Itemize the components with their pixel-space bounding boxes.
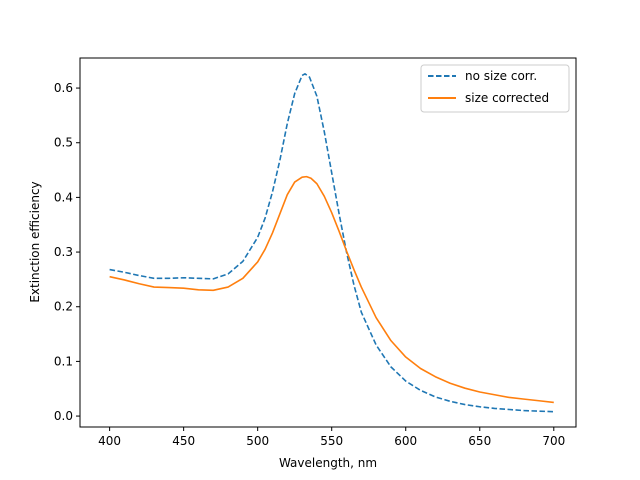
legend-label-no-size-corr: no size corr.	[465, 69, 537, 83]
y-tick-label: 0.3	[54, 245, 73, 259]
x-axis-ticks: 400 450 500 550 600 650 700	[98, 427, 565, 448]
x-tick-label: 450	[172, 434, 195, 448]
x-tick-label: 500	[246, 434, 269, 448]
series-line-1	[109, 175, 554, 404]
y-axis-ticks: 0.0 0.1 0.2 0.3 0.4 0.5 0.6	[54, 81, 80, 423]
y-tick-label: 0.2	[54, 300, 73, 314]
x-tick-label: 700	[542, 434, 565, 448]
x-tick-label: 550	[320, 434, 343, 448]
series-line-0	[109, 73, 554, 413]
y-tick-label: 0.5	[54, 136, 73, 150]
y-tick-label: 0.4	[54, 190, 73, 204]
y-tick-label: 0.6	[54, 81, 73, 95]
y-tick-label: 0.0	[54, 409, 73, 423]
y-tick-label: 0.1	[54, 354, 73, 368]
legend: no size corr. size corrected	[420, 64, 570, 113]
x-tick-label: 650	[468, 434, 491, 448]
series-layer	[109, 73, 554, 413]
x-tick-label: 600	[394, 434, 417, 448]
x-axis-label: Wavelength, nm	[279, 456, 377, 470]
y-axis-label: Extinction efficiency	[28, 181, 42, 302]
legend-label-size-corrected: size corrected	[465, 91, 549, 105]
legend-box	[420, 64, 570, 113]
x-tick-label: 400	[98, 434, 121, 448]
plot-frame	[79, 57, 577, 428]
